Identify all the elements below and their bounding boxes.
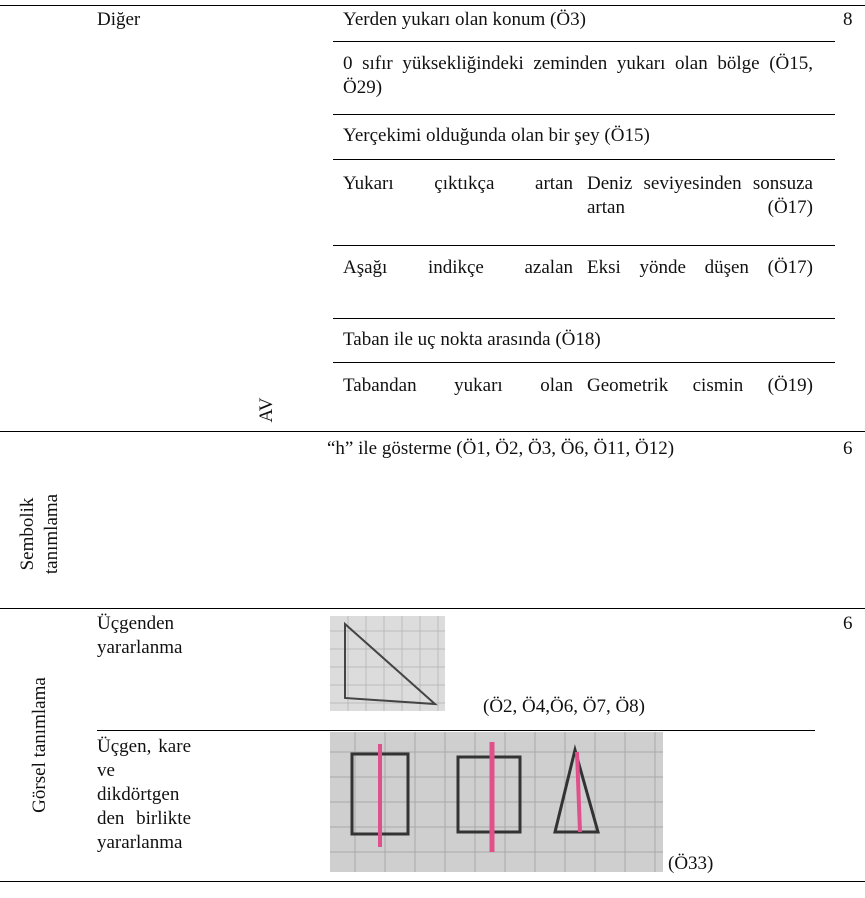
- rule: [333, 245, 835, 246]
- cell: Tabandan yukarı olan: [343, 375, 573, 396]
- cell: Yerden yukarı olan konum (Ö3): [343, 9, 586, 30]
- rule: [0, 431, 865, 432]
- sketch-shapes: [330, 732, 663, 872]
- rule: [333, 114, 835, 115]
- sub-label: Diğer: [97, 9, 141, 30]
- rule: [333, 318, 835, 319]
- code: AV: [256, 397, 277, 423]
- cell: “h” ile gösterme (Ö1, Ö2, Ö3, Ö6, Ö11, Ö…: [327, 438, 675, 459]
- rule: [333, 159, 835, 160]
- rule: [0, 608, 865, 609]
- cell: Eksi yönde düşen (Ö17): [587, 257, 813, 278]
- cell: Geometrik cismin (Ö19): [587, 375, 813, 396]
- rule: [97, 730, 815, 731]
- cell: Deniz seviyesinden sonsuza artan (Ö17): [587, 173, 813, 218]
- cell: 0 sıfır yüksekliğindeki zeminden yukarı …: [343, 53, 813, 98]
- count: 8: [843, 9, 853, 30]
- cell: Aşağı indikçe azalan: [343, 257, 573, 278]
- count: 6: [843, 438, 853, 459]
- rule: [333, 41, 835, 42]
- caption: (Ö33): [668, 853, 714, 874]
- sub-label: Üçgen, kare ve dikdörtgen den birlikte y…: [97, 736, 191, 853]
- rule: [0, 881, 865, 882]
- caption: (Ö2, Ö4,Ö6, Ö7, Ö8): [483, 696, 646, 717]
- cell: Yukarı çıktıkça artan: [343, 173, 573, 194]
- category: Görsel tanımlama: [29, 677, 50, 813]
- sketch-triangle: [330, 616, 445, 711]
- rule: [0, 5, 865, 6]
- sub-label: Üçgenden yararlanma: [97, 613, 183, 658]
- category: Sembolik tanımlama: [17, 493, 62, 575]
- rule: [333, 362, 835, 363]
- cell: Taban ile uç nokta arasında (Ö18): [343, 329, 601, 350]
- count: 6: [843, 613, 853, 634]
- cell: Yerçekimi olduğunda olan bir şey (Ö15): [343, 125, 650, 146]
